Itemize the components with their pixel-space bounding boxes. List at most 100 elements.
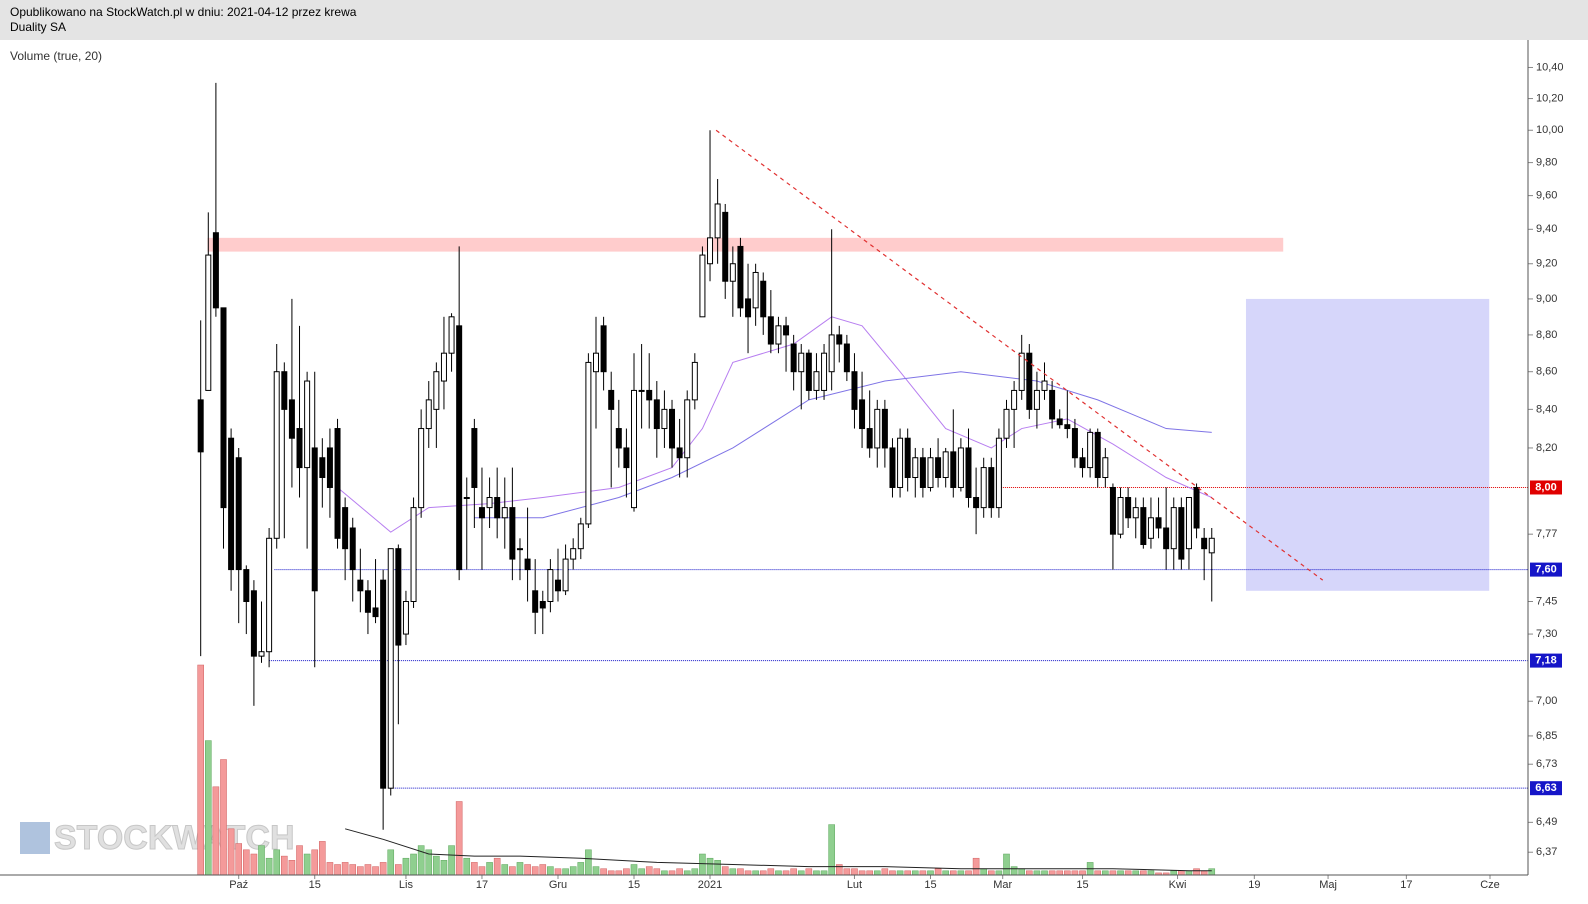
x-tick-label: Lut [847,879,862,891]
volume-bar [273,849,281,876]
candle-body [1079,457,1086,469]
resistance-zone [207,237,1284,252]
candle-body [691,361,698,401]
volume-bar [866,870,873,876]
level-label: 6,63 [1535,782,1556,794]
volume-bar [782,870,790,876]
candle-body [296,428,303,469]
volume-bar [592,866,600,876]
volume-bar [820,870,828,876]
candle-body [440,352,447,382]
x-tick-label: Maj [1319,879,1337,891]
candle-body [494,497,501,519]
volume-bar [258,845,265,876]
candle-body [509,507,516,560]
y-tick-label: 10,00 [1536,124,1564,136]
candle-body [623,447,630,469]
indicator-label: Volume (true, 20) [10,49,102,63]
x-tick-label: 17 [1400,879,1412,891]
volume-bar [440,860,448,876]
volume-bar [1109,870,1117,876]
candle-body [334,428,341,539]
volume-bar [326,862,334,876]
volume-bar [1010,866,1018,876]
x-tick-label: Cze [1480,879,1500,891]
candle-body [1193,486,1200,529]
candle-body [904,437,911,479]
candle-body [775,325,782,345]
target-box [1245,298,1490,591]
y-tick-label: 9,40 [1536,223,1557,235]
candle-body [669,408,676,449]
candle-body [281,371,288,410]
candle-body [927,457,934,488]
level-label: 7,60 [1535,563,1556,575]
candle-body [372,607,379,618]
candle-body [653,399,660,430]
volume-bar [881,868,889,876]
volume-bar [1193,868,1200,876]
candle-body [1117,497,1124,535]
y-tick-label: 6,85 [1536,730,1557,742]
volume-bar [463,857,471,876]
candle-body [554,579,561,592]
volume-bar [334,864,341,876]
volume-bar [433,855,440,876]
volume-bar [1140,870,1147,876]
volume-bar [357,866,364,876]
volume-bar [296,845,303,876]
candle-body [935,457,942,479]
candle-body [1155,517,1162,529]
volume-bar [676,868,683,876]
x-tick-label: Gru [549,879,567,891]
volume-bar [1079,870,1086,876]
volume-bar [721,866,729,876]
volume-bar [417,845,425,876]
y-tick-label: 7,77 [1536,528,1557,540]
candle-body [402,601,409,635]
x-tick-label: 15 [309,879,321,891]
candle-body [836,334,843,345]
candle-body [319,457,326,479]
candle-body [1170,507,1177,550]
volume-bar [197,664,204,876]
y-tick-label: 6,49 [1536,816,1557,828]
candle-body [456,325,463,571]
volume-bar [1208,868,1216,876]
candle-body [646,389,653,401]
volume-bar [569,866,577,876]
volume-bar [980,868,987,876]
volume-bar [379,862,387,876]
volume-bar [851,868,858,876]
candle-body [1185,497,1192,550]
y-tick-label: 10,20 [1536,92,1564,104]
candle-body [684,399,691,459]
candle-body [1163,527,1170,550]
y-tick-label: 8,80 [1536,329,1557,341]
volume-bar [524,864,531,876]
candle-body [707,237,714,265]
volume-bar [212,786,220,876]
volume-bar [896,870,904,876]
volume-bar [714,860,721,876]
watermark-text: STOCKWATCH [54,819,295,857]
volume-bar [585,849,592,876]
volume-bar [752,870,759,876]
candle-body [478,507,485,519]
watermark: STOCKWATCH [20,818,295,857]
volume-bar [501,864,509,876]
candle-body [471,428,478,488]
y-tick-label: 6,37 [1536,846,1557,858]
x-tick-label: 15 [1076,879,1088,891]
volume-bar [227,828,235,876]
candle-body [570,548,577,560]
candle-body [228,437,235,571]
volume-bar [729,868,737,876]
volume-bar [250,853,258,876]
y-tick-label: 6,73 [1536,758,1557,770]
volume-bar [775,870,782,876]
candle-body [1132,507,1139,519]
moving-average [337,316,1212,533]
candle-body [577,523,584,550]
volume-bar [1041,870,1048,876]
